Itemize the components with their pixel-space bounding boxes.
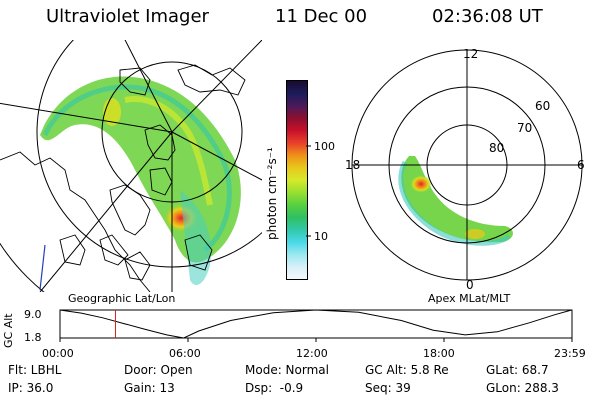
mlat-rings bbox=[351, 49, 583, 281]
colorbar-label: photon cm⁻²s⁻¹ bbox=[265, 147, 279, 240]
mlt-label-6: 6 bbox=[577, 158, 585, 172]
mlat-label-70: 70 bbox=[517, 121, 532, 135]
altitude-line bbox=[59, 309, 572, 339]
coastlines bbox=[0, 64, 246, 292]
altitude-ytick-max: 9.0 bbox=[24, 308, 42, 321]
glon-status: GLon: 288.3 bbox=[486, 381, 559, 395]
apex-auroral-emission bbox=[401, 156, 513, 243]
apex-caption: Apex MLat/MLT bbox=[428, 292, 511, 305]
altitude-ylabel: GC Alt bbox=[2, 313, 15, 348]
altitude-xtick-0: 00:00 bbox=[42, 347, 74, 360]
instrument-title: Ultraviolet Imager bbox=[46, 6, 209, 27]
colorbar-label-wrap: photon cm⁻²s⁻¹ bbox=[265, 147, 279, 240]
mlt-label-12: 12 bbox=[463, 47, 478, 61]
gain-status: Gain: 13 bbox=[124, 381, 175, 395]
altitude-ytick-min: 1.8 bbox=[24, 331, 42, 344]
ip-status: IP: 36.0 bbox=[8, 381, 54, 395]
mlat-label-60: 60 bbox=[535, 99, 550, 113]
time-label: 02:36:08 UT bbox=[432, 6, 543, 27]
geographic-map bbox=[0, 40, 262, 292]
mlt-label-0: 0 bbox=[466, 278, 474, 292]
geo-caption: Geographic Lat/Lon bbox=[68, 292, 176, 305]
seq-status: Seq: 39 bbox=[365, 381, 411, 395]
altitude-plot: GC Alt 9.0 1.8 00:00 06:00 12:00 18:00 2… bbox=[2, 308, 586, 360]
colorbar bbox=[286, 80, 308, 280]
lat-lon-grid bbox=[0, 40, 262, 292]
altitude-xtick-4: 23:59 bbox=[554, 347, 586, 360]
apex-polar-plot: 12 18 6 0 60 70 80 bbox=[345, 47, 585, 292]
altitude-xtick-1: 06:00 bbox=[169, 347, 201, 360]
date-label: 11 Dec 00 bbox=[275, 6, 368, 27]
mode-status: Mode: Normal bbox=[245, 363, 329, 377]
altitude-xtick-marks bbox=[59, 338, 573, 342]
colorbar-axis: 100 10 bbox=[306, 140, 335, 243]
colorbar-gradient bbox=[287, 81, 307, 279]
dsp-status: Dsp: -0.9 bbox=[245, 381, 304, 395]
altitude-xtick-3: 18:00 bbox=[423, 347, 455, 360]
glat-status: GLat: 68.7 bbox=[486, 363, 549, 377]
apex-hotspot bbox=[410, 175, 432, 193]
altitude-xtick-2: 12:00 bbox=[296, 347, 328, 360]
gc-alt-status: GC Alt: 5.8 Re bbox=[365, 363, 449, 377]
altitude-plot-frame bbox=[59, 309, 573, 339]
mlat-label-80: 80 bbox=[489, 141, 504, 155]
door-status: Door: Open bbox=[124, 363, 193, 377]
colorbar-tick-10: 10 bbox=[314, 230, 328, 243]
filter-status: Flt: LBHL bbox=[8, 363, 62, 377]
colorbar-tick-100: 100 bbox=[314, 140, 335, 153]
mlt-label-18: 18 bbox=[345, 158, 360, 172]
